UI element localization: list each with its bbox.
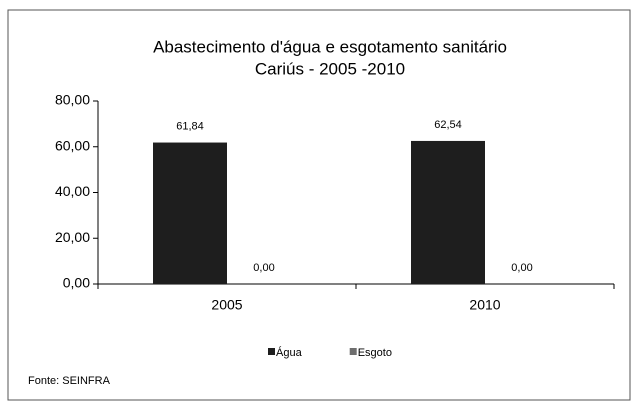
bar <box>153 142 227 284</box>
chart-subtitle: Cariús - 2005 -2010 <box>255 59 405 78</box>
legend-label: Água <box>276 346 303 359</box>
value-label: 61,84 <box>176 120 204 132</box>
y-tick-label: 60,00 <box>55 137 90 153</box>
y-tick-label: 40,00 <box>55 183 90 199</box>
y-tick-label: 80,00 <box>55 92 90 108</box>
y-tick-label: 0,00 <box>63 275 90 291</box>
x-tick-label: 2005 <box>211 297 242 313</box>
legend-swatch <box>268 348 275 355</box>
value-label: 62,54 <box>434 119 462 131</box>
y-tick-label: 20,00 <box>55 229 90 245</box>
value-label: 0,00 <box>253 262 274 274</box>
bar <box>411 140 485 284</box>
chart-border <box>7 9 631 401</box>
chart-title: Abastecimento d'água e esgotamento sanit… <box>153 37 507 56</box>
legend-swatch <box>349 348 357 355</box>
x-tick-label: 2010 <box>469 297 500 313</box>
source: Fonte: SEINFRA <box>28 375 111 387</box>
value-label: 0,00 <box>511 262 532 274</box>
legend-label: Esgoto <box>358 347 392 359</box>
